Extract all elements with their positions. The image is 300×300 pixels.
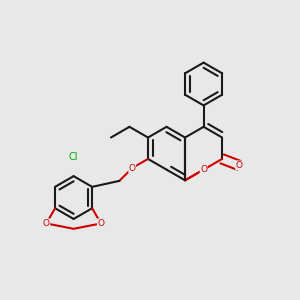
Text: O: O [43,219,50,228]
Text: O: O [236,161,243,170]
Text: O: O [98,219,104,228]
Text: O: O [129,164,136,172]
Text: O: O [200,165,207,174]
Text: Cl: Cl [69,152,78,162]
